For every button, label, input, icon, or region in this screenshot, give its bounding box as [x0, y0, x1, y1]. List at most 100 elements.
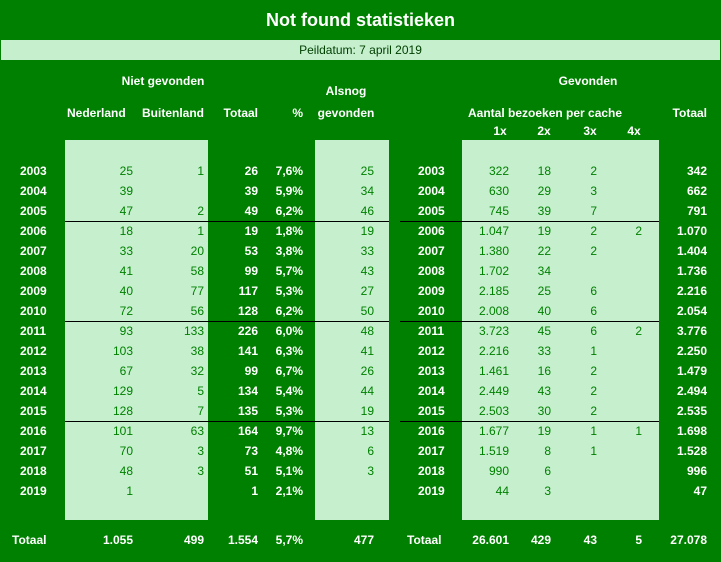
cell: 19: [537, 224, 551, 238]
cell: 2017: [418, 444, 445, 458]
cell: 5,3%: [275, 404, 303, 418]
cell: 3: [590, 184, 597, 198]
total-cell: 429: [530, 533, 551, 547]
cell: 1,8%: [275, 224, 303, 238]
cell: 2.216: [676, 284, 707, 298]
cell: 2016: [20, 424, 47, 438]
cell: 129: [112, 384, 133, 398]
cell: 2008: [418, 264, 445, 278]
cell: 38: [190, 344, 204, 358]
cell: 6: [544, 464, 551, 478]
cell: 16: [537, 364, 551, 378]
cell: 33: [360, 244, 374, 258]
total-cell: 5,7%: [275, 533, 303, 547]
cell: 3: [197, 464, 204, 478]
column-header: Buitenland: [142, 106, 204, 120]
cell: 2.494: [676, 384, 707, 398]
cell: 141: [237, 344, 258, 358]
cell: 47: [693, 484, 707, 498]
cell: 630: [488, 184, 509, 198]
cell: 7,6%: [275, 164, 303, 178]
cell: 2008: [20, 264, 47, 278]
cell: 2: [590, 364, 597, 378]
panel: [315, 140, 389, 520]
cell: 18: [537, 164, 551, 178]
cell: 2007: [20, 244, 47, 258]
cell: 101: [112, 424, 133, 438]
group-header: Niet gevonden: [121, 74, 205, 88]
cell: 2018: [418, 464, 445, 478]
cell: 342: [686, 164, 707, 178]
cell: 2019: [20, 484, 47, 498]
total-cell: 499: [183, 533, 204, 547]
cell: 2,1%: [275, 484, 303, 498]
cell: 3.776: [676, 324, 707, 338]
cell: 56: [190, 304, 204, 318]
cell: 1.047: [478, 224, 509, 238]
cell: 20: [190, 244, 204, 258]
cell: 1: [590, 344, 597, 358]
total-cell: 1.554: [227, 533, 258, 547]
cell: 226: [237, 324, 258, 338]
cell: 44: [495, 484, 509, 498]
cell: 128: [112, 404, 133, 418]
cell: 53: [244, 244, 258, 258]
cell: 2012: [418, 344, 445, 358]
total-cell: Totaal: [12, 533, 47, 547]
cell: 2: [635, 324, 642, 338]
subtitle-bar: [1, 40, 720, 60]
cell: 19: [360, 404, 374, 418]
cell: 32: [190, 364, 204, 378]
cell: 25: [119, 164, 133, 178]
cell: 6,3%: [275, 344, 303, 358]
separator: [400, 221, 659, 222]
cell: 9,7%: [275, 424, 303, 438]
cell: 1: [126, 484, 133, 498]
cell: 2011: [20, 324, 47, 338]
cell: 2009: [20, 284, 47, 298]
cell: 996: [686, 464, 707, 478]
cell: 1.479: [676, 364, 707, 378]
cell: 1.380: [478, 244, 509, 258]
cell: 25: [360, 164, 374, 178]
panel: [65, 140, 208, 520]
cell: 2.216: [478, 344, 509, 358]
cell: 26: [244, 164, 258, 178]
cell: 2015: [418, 404, 445, 418]
cell: 2014: [20, 384, 47, 398]
cell: 6,7%: [275, 364, 303, 378]
cell: 58: [190, 264, 204, 278]
cell: 1.677: [478, 424, 509, 438]
cell: 2.008: [478, 304, 509, 318]
cell: 2016: [418, 424, 445, 438]
cell: 2: [590, 384, 597, 398]
cell: 1.702: [478, 264, 509, 278]
cell: 135: [237, 404, 258, 418]
cell: 77: [190, 284, 204, 298]
cell: 5: [197, 384, 204, 398]
cell: 50: [360, 304, 374, 318]
cell: 44: [360, 384, 374, 398]
cell: 43: [360, 264, 374, 278]
cell: 7: [590, 204, 597, 218]
cell: 25: [537, 284, 551, 298]
cell: 73: [244, 444, 258, 458]
total-cell: Totaal: [407, 533, 442, 547]
cell: 3: [197, 444, 204, 458]
cell: 1: [590, 424, 597, 438]
column-header: Aantal bezoeken per cache: [468, 106, 623, 120]
cell: 6: [367, 444, 374, 458]
column-header: %: [292, 106, 303, 120]
title: Not found statistieken: [265, 10, 455, 30]
cell: 51: [244, 464, 258, 478]
cell: 2017: [20, 444, 47, 458]
cell: 6: [590, 324, 597, 338]
cell: 1.404: [676, 244, 707, 258]
cell: 2.449: [478, 384, 509, 398]
cell: 26: [360, 364, 374, 378]
cell: 39: [244, 184, 258, 198]
cell: 2003: [418, 164, 445, 178]
cell: 745: [488, 204, 509, 218]
cell: 5,4%: [275, 384, 303, 398]
cell: 2: [635, 224, 642, 238]
